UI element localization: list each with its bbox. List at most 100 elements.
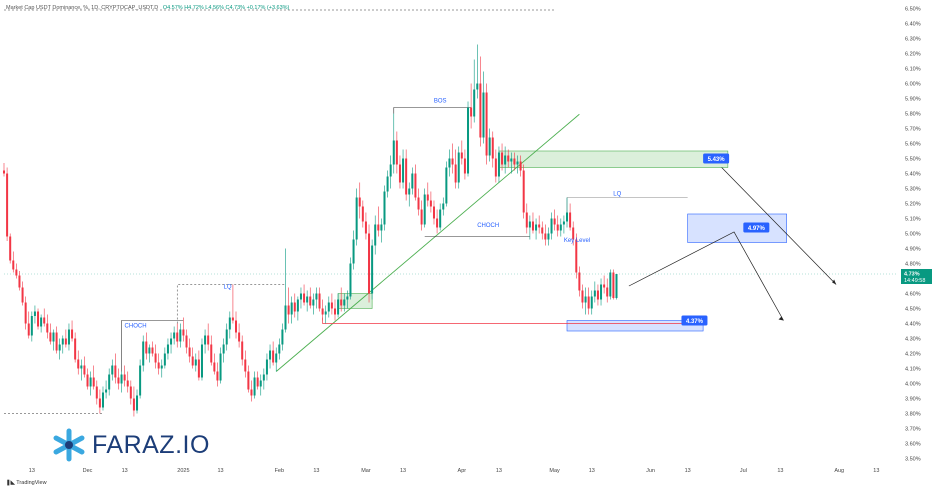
time-tick-label: 13 [29, 468, 35, 474]
price-tick-label: 3.80% [905, 412, 921, 418]
candle-body [123, 374, 126, 381]
candle-body [219, 353, 222, 381]
time-tick-label: 13 [313, 468, 319, 474]
candle-body [52, 332, 55, 342]
candle-body [231, 317, 234, 321]
candle-body [207, 335, 210, 345]
axes-layer: 6.50% 6.40% 6.30% 6.20% 6.10% 6.00% 5.90% 5.80%… [29, 7, 932, 474]
time-tick-label: 13 [217, 468, 223, 474]
candle-body [132, 398, 135, 411]
price-tick-label: 4.10% [905, 367, 921, 373]
price-tick-label: 6.20% [905, 52, 921, 58]
countdown-label: 14:49:58 [904, 278, 925, 284]
candle-body [383, 191, 386, 225]
price-tick-label: 5.30% [905, 187, 921, 193]
candle-body [191, 356, 194, 366]
candle-body [296, 299, 299, 312]
candle-body [43, 317, 46, 324]
candle-body [593, 290, 596, 297]
price-tick-label: 5.70% [905, 127, 921, 133]
candle-body [377, 224, 380, 231]
candle-body [95, 386, 98, 399]
candle-body [225, 329, 228, 345]
candle-body [550, 218, 553, 234]
candles-layer [2, 44, 618, 417]
candle-body [445, 167, 448, 204]
candle-body [547, 233, 550, 240]
candle-body [321, 308, 324, 315]
chart-header: Market Cap USDT Dominance, %, 1D, CRYPTO… [6, 5, 289, 11]
symbol-title[interactable]: Market Cap USDT Dominance, %, 1D, CRYPTO… [6, 5, 159, 11]
price-tick-label: 5.20% [905, 202, 921, 208]
candle-body [145, 341, 148, 354]
candle-body [33, 311, 36, 316]
time-tick-label: Apr [458, 468, 467, 474]
time-tick-label: Mar [361, 468, 371, 474]
annotation-label: LQ [224, 285, 232, 291]
candle-body [541, 227, 544, 234]
candle-body [262, 374, 265, 381]
price-tag-box [743, 222, 770, 233]
faraz-logo-text: FARAZ.IO [92, 430, 210, 459]
ascending-trendline [275, 113, 580, 372]
candle-body [609, 272, 612, 297]
faraz-logo: FARAZ.IO [52, 428, 210, 462]
candle-body [55, 332, 58, 351]
tradingview-footer[interactable]: ❚◣ TradingView [6, 480, 47, 486]
candle-body [528, 221, 531, 228]
annotation-label: LQ [613, 192, 621, 198]
tradingview-brand: TradingView [16, 480, 47, 486]
candle-body [535, 224, 538, 231]
candle-body [482, 92, 485, 138]
candle-body [120, 374, 123, 384]
price-tick-label: 5.90% [905, 97, 921, 103]
candle-body [126, 380, 129, 387]
candle-body [83, 365, 86, 375]
candle-body [408, 188, 411, 195]
candle-body [337, 299, 340, 315]
candle-body [590, 296, 593, 309]
candle-body [565, 212, 569, 222]
choch-line-1 [121, 320, 184, 372]
candle-body [615, 274, 618, 298]
price-tick-label: 6.00% [905, 82, 921, 88]
price-tick-label: 5.40% [905, 172, 921, 178]
candle-body [340, 299, 343, 306]
candle-body [488, 137, 491, 156]
candle-body [244, 359, 247, 372]
candle-body [420, 209, 423, 225]
candle-body [21, 287, 24, 303]
candle-body [596, 290, 599, 300]
candle-body [525, 212, 528, 228]
candle-body [324, 311, 327, 315]
candle-body [544, 233, 547, 240]
candle-body [343, 299, 346, 306]
candle-body [27, 323, 30, 336]
candle-body [197, 359, 200, 378]
faraz-logo-icon [53, 428, 85, 462]
candle-body [278, 344, 281, 354]
annotation-label: Key Level [564, 238, 590, 244]
current-price-badge [901, 269, 932, 284]
candle-body [553, 218, 556, 225]
candle-body [228, 317, 231, 330]
candle-body [40, 317, 43, 327]
candle-body [516, 161, 519, 165]
candle-body [200, 344, 203, 378]
candle-body [432, 206, 435, 219]
candle-body [559, 224, 562, 231]
candle-body [460, 152, 463, 159]
price-tick-label: 6.30% [905, 37, 921, 43]
projection-arrow [721, 167, 837, 285]
candle-body [556, 224, 559, 231]
candle-body [494, 158, 497, 177]
candle-body [442, 203, 445, 210]
candle-body [46, 323, 49, 333]
tradingview-icon: ❚◣ [6, 480, 15, 486]
candle-body [157, 362, 160, 369]
candle-body [15, 269, 18, 276]
candle-body [265, 359, 268, 375]
price-tag-label: 4.37% [686, 319, 704, 325]
candle-body [235, 320, 238, 333]
